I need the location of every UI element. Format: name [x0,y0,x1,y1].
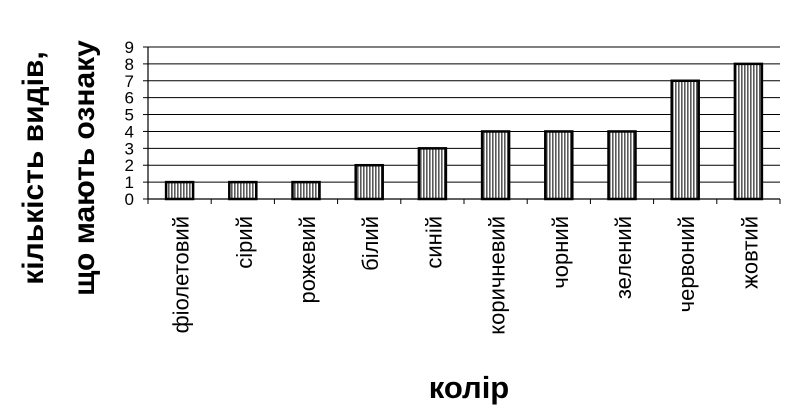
bar-3 [354,163,384,201]
x-tick-label-3: білий [358,216,383,271]
y-axis-label-line-2: що мають ознаку [68,40,101,296]
y-tick-label-5: 5 [125,106,134,125]
bar-0 [164,180,195,201]
y-tick-label-6: 6 [125,89,134,108]
y-tick-label-2: 2 [125,156,134,175]
y-axis-label-line-1: кількість видів, [17,51,50,284]
y-tick-label-8: 8 [125,55,134,74]
bars [164,62,764,201]
x-tick-label-2: рожевий [295,216,320,303]
x-tick-label-9: жовтий [737,216,762,289]
y-tick-label-1: 1 [125,173,134,192]
x-tick-label-5: коричневий [485,216,510,335]
y-tick-label-9: 9 [125,38,134,57]
bar-5 [480,130,511,201]
y-tick-label-4: 4 [125,122,134,141]
bar-7 [607,130,637,201]
y-tick-label-7: 7 [125,72,134,91]
x-tick-label-4: синій [421,216,446,269]
bar-2 [291,180,321,201]
x-tick-label-7: зелений [611,216,636,299]
gridlines [148,46,780,183]
y-tick-label-3: 3 [125,139,134,158]
y-tick-label-0: 0 [125,190,134,209]
bar-8 [670,79,700,201]
x-tick-label-1: сірий [232,216,257,269]
bar-4 [417,147,448,201]
bar-6 [544,130,574,201]
x-tick-label-6: чорний [548,216,573,289]
x-tick-label-8: червоний [674,216,699,312]
x-axis-label: колір [429,370,510,405]
x-tick-label-0: фіолетовий [169,216,194,333]
bar-1 [228,180,258,201]
bar-9 [733,62,764,201]
